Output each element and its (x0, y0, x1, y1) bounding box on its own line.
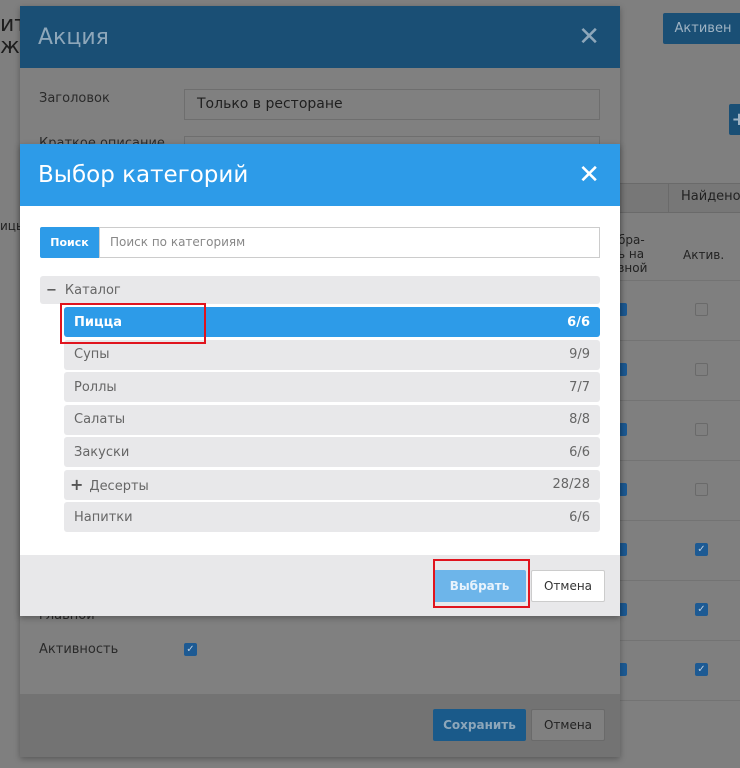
active-checkbox[interactable]: ✓ (184, 643, 197, 656)
save-button[interactable]: Сохранить (433, 709, 526, 741)
tree-root-catalog[interactable]: − Каталог (40, 276, 600, 304)
category-item[interactable]: Закуски 6/6 (64, 437, 600, 467)
cancel-button[interactable]: Отмена (531, 570, 605, 602)
category-count: 7/7 (569, 379, 590, 395)
category-name: Роллы (74, 379, 117, 395)
active-label: Активность (39, 642, 119, 657)
category-count: 6/6 (567, 314, 590, 330)
category-count: 6/6 (569, 444, 590, 460)
category-item[interactable]: Напитки 6/6 (64, 502, 600, 532)
category-count: 28/28 (552, 477, 590, 492)
row-active-checkbox[interactable] (695, 423, 708, 436)
category-item-label: Салаты (74, 412, 125, 427)
category-item[interactable]: + Десерты 28/28 (64, 469, 600, 500)
search-button[interactable]: Поиск (40, 227, 99, 258)
title-field[interactable]: Только в ресторане (184, 89, 600, 120)
row-divider (610, 280, 740, 281)
category-dialog-footer: Выбрать Отмена (20, 555, 620, 616)
category-dialog-title: Выбор категорий (38, 162, 249, 188)
active-status-button[interactable]: Активен (663, 13, 740, 44)
category-item-label: Роллы (74, 380, 117, 395)
table-cell-fragment: ицы (0, 219, 26, 233)
row-active-checkbox[interactable] (695, 483, 708, 496)
row-divider (610, 640, 740, 641)
row-divider (610, 460, 740, 461)
expand-icon[interactable]: + (70, 475, 84, 494)
row-divider (610, 340, 740, 341)
category-item-label: Пицца (74, 315, 122, 330)
column-header-active: Актив. (683, 248, 725, 262)
category-name: Супы (74, 347, 110, 362)
row-active-checkbox[interactable] (695, 363, 708, 376)
table-header-bar (610, 183, 740, 213)
highlight-box-pizza (60, 303, 206, 344)
tree-root-label: Каталог (64, 282, 121, 298)
search-input[interactable]: Поиск по категориям (99, 227, 600, 258)
row-divider (610, 520, 740, 521)
promo-dialog-header: Акция ✕ (20, 6, 620, 68)
divider (668, 183, 669, 213)
promo-dialog-title: Акция (38, 24, 109, 50)
category-item[interactable]: Пицца 6/6 (64, 307, 600, 337)
column-header-main: бра- ь на зной (618, 233, 648, 275)
found-header: Найдено (681, 189, 740, 204)
category-item-label: Супы (74, 347, 110, 362)
select-button[interactable]: Выбрать (433, 570, 526, 602)
add-button[interactable]: + (729, 104, 740, 135)
category-name: Пицца (74, 314, 123, 330)
category-item-label: Закуски (74, 445, 129, 460)
collapse-icon[interactable]: − (46, 282, 57, 298)
category-item[interactable]: Салаты 8/8 (64, 404, 600, 435)
category-count: 9/9 (569, 347, 590, 362)
category-item[interactable]: Супы 9/9 (64, 339, 600, 370)
row-active-checkbox[interactable] (695, 303, 708, 316)
category-item-label: + Десерты (70, 475, 149, 494)
category-dialog: Выбор категорий ✕ Поиск Поиск по категор… (20, 144, 620, 616)
highlight-box-select (433, 559, 530, 608)
category-dialog-header: Выбор категорий ✕ (20, 144, 620, 206)
category-name: Десерты (89, 479, 149, 494)
row-active-checkbox[interactable]: ✓ (695, 663, 708, 676)
row-divider (610, 700, 740, 701)
category-item[interactable]: Роллы 7/7 (64, 372, 600, 402)
category-item-label: Напитки (74, 510, 133, 525)
row-divider (610, 400, 740, 401)
close-icon[interactable]: ✕ (578, 160, 600, 190)
row-active-checkbox[interactable]: ✓ (695, 543, 708, 556)
category-name: Напитки (74, 509, 133, 525)
promo-dialog-footer: Сохранить Отмена (20, 694, 620, 757)
row-divider (610, 580, 740, 581)
cancel-button[interactable]: Отмена (531, 709, 605, 741)
category-count: 8/8 (569, 412, 590, 427)
category-name: Салаты (74, 412, 126, 427)
category-count: 6/6 (569, 509, 590, 525)
close-icon[interactable]: ✕ (578, 22, 600, 52)
title-field-label: Заголовок (39, 91, 110, 106)
category-name: Закуски (74, 444, 130, 460)
row-active-checkbox[interactable]: ✓ (695, 603, 708, 616)
